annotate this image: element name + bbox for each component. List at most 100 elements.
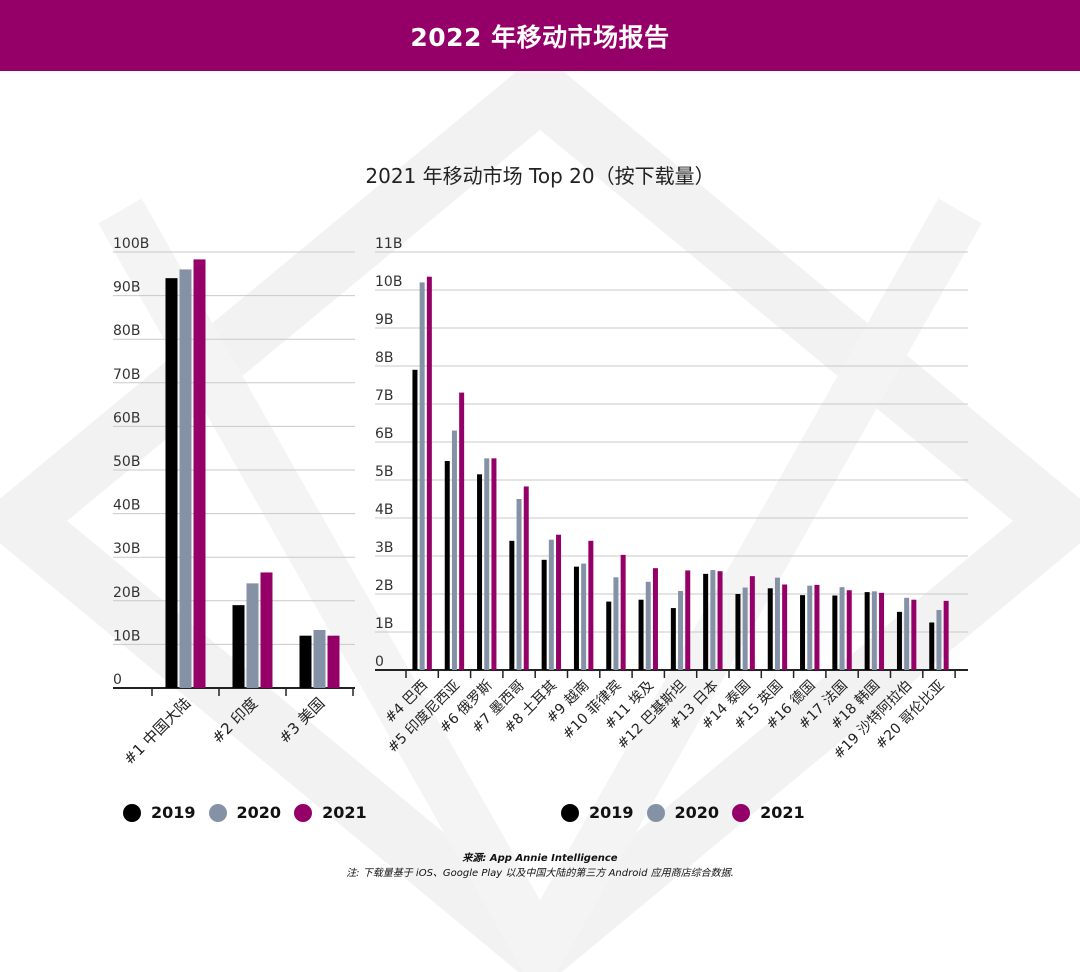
legend-item-2021: 2021 [732,803,805,822]
right-bar-2021 [426,276,432,670]
right-bar-2021 [459,392,465,670]
background-watermark [0,71,1080,972]
legend-item-2019: 2019 [561,803,634,822]
legend-item-2020: 2020 [208,803,282,822]
right-bar-2020 [839,587,845,670]
right-y-tick-label: 10B [375,274,402,290]
left-y-tick-label: 100B [113,236,149,252]
source-note: 来源: App Annie Intelligence 注: 下载量基于 iOS、… [0,851,1080,881]
right-y-tick-label: 4B [375,502,394,518]
left-y-tick-label: 90B [113,280,140,296]
legend-label-2021: 2021 [760,803,805,822]
report-header: 2022 年移动市场报告 [0,0,1080,71]
legend-dot-2019 [561,803,579,822]
right-bar-2020 [904,597,910,670]
right-bar-2021 [523,486,529,670]
left-y-tick-label: 70B [113,367,140,383]
left-bar-2021 [193,259,206,688]
right-bar-2020 [548,539,554,670]
left-y-tick-label: 30B [113,541,140,557]
right-y-tick-label: 5B [375,464,394,480]
right-bar-2019 [638,599,644,670]
right-bar-2019 [767,588,773,670]
legend-label-2021: 2021 [322,803,367,822]
right-bar-2020 [678,590,684,670]
right-bar-2021 [620,554,626,670]
right-bar-2021 [717,571,723,670]
left-bar-2019 [165,278,178,688]
right-bar-2021 [846,590,852,670]
right-y-tick-label: 11B [375,236,402,252]
left-bar-2021 [327,635,340,688]
left-y-tick-label: 10B [113,628,140,644]
right-y-tick-label: 0 [375,654,384,670]
left-bar-2021 [260,572,273,688]
right-bar-2020 [645,581,651,670]
legend-left: 2019 2020 2021 [123,803,380,822]
right-bar-2019 [896,611,902,670]
right-y-tick-label: 3B [375,540,394,556]
legend-dot-2020 [646,803,665,822]
right-bar-2021 [943,600,949,670]
left-bar-2020 [179,269,192,688]
left-y-tick-label: 80B [113,323,140,339]
left-y-tick-label: 50B [113,454,140,470]
right-bar-2020 [742,587,748,670]
right-bar-2020 [484,458,490,670]
chart-title: 2021 年移动市场 Top 20（按下载量） [365,164,715,188]
legend-label-2019: 2019 [151,803,196,822]
note-line: 注: 下载量基于 iOS、Google Play 以及中国大陆的第三方 Andr… [346,868,734,879]
right-bar-2021 [814,584,820,670]
right-bar-2020 [516,499,522,670]
right-bar-2019 [800,595,806,670]
right-bar-2020 [936,609,942,670]
right-bar-2020 [613,577,619,670]
right-bar-2021 [782,584,788,670]
legend-item-2019: 2019 [123,803,196,822]
right-bar-2019 [832,595,838,670]
source-line: 来源: App Annie Intelligence [462,853,618,864]
right-y-tick-label: 1B [375,616,394,632]
right-bar-2019 [735,594,741,670]
right-bar-2021 [491,458,497,670]
right-y-tick-label: 8B [375,350,394,366]
right-bar-2019 [573,566,579,670]
right-bar-2019 [541,559,547,670]
legend-item-2020: 2020 [646,803,720,822]
right-bar-2021 [556,534,562,670]
right-bar-2020 [774,577,780,670]
left-bar-2019 [232,605,245,688]
right-bar-2020 [710,570,716,670]
legend-dot-2019 [123,803,141,822]
left-bar-2020 [313,630,326,688]
left-bar-2019 [299,635,312,688]
legend-item-2021: 2021 [294,803,367,822]
right-bar-2019 [606,601,612,670]
left-category-label: #3 美国 [275,694,328,747]
right-bar-2021 [879,592,885,670]
right-bar-2019 [670,608,676,670]
legend-label-2020: 2020 [674,803,720,822]
right-bar-2019 [477,474,483,670]
right-bar-2021 [588,540,594,670]
right-bar-2020 [419,282,425,670]
right-y-tick-label: 6B [375,426,394,442]
left-y-tick-label: 40B [113,498,140,514]
report-title: 2022 年移动市场报告 [410,22,670,52]
right-y-tick-label: 7B [375,388,394,404]
right-bar-2019 [509,540,515,670]
left-category-label: #2 印度 [208,694,261,747]
right-y-tick-label: 2B [375,578,394,594]
left-bar-2020 [246,583,259,688]
right-bar-2021 [652,568,658,670]
right-bar-2020 [871,591,877,670]
legend-dot-2021 [294,803,313,822]
right-y-tick-label: 9B [375,312,394,328]
left-y-tick-label: 0 [113,672,122,688]
legend-label-2020: 2020 [236,803,282,822]
right-bar-2020 [581,563,587,670]
legend-dot-2021 [732,803,751,822]
right-bar-2019 [703,573,709,670]
right-bar-2020 [451,430,457,670]
